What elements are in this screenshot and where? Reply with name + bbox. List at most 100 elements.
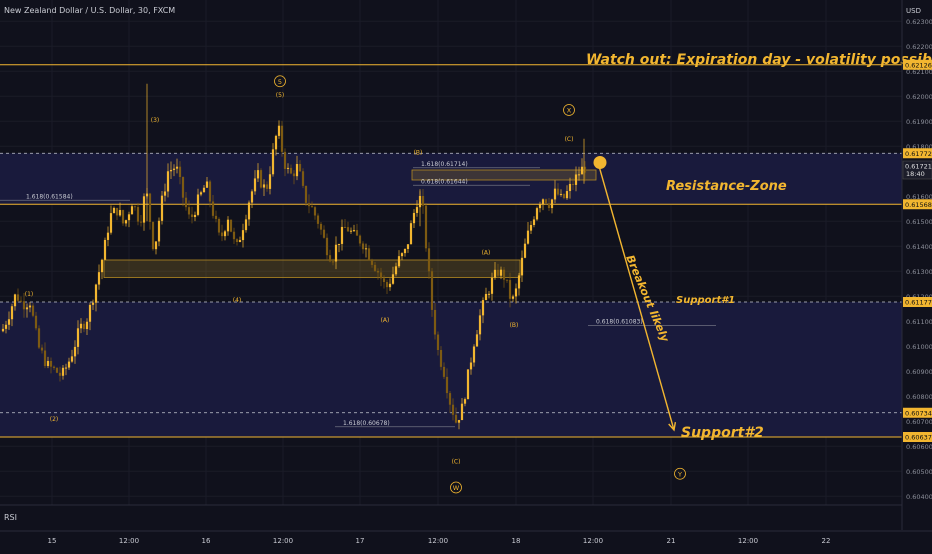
time-tick-label: 12:00 (273, 537, 293, 545)
price-tick-label: 0.61100 (906, 318, 932, 326)
candle-body (196, 194, 200, 215)
candle-body (208, 181, 212, 202)
candle-body (205, 181, 209, 188)
candle-body (229, 219, 233, 232)
price-axis[interactable]: USD (901, 0, 921, 530)
candle-body (310, 206, 314, 208)
projection-dot (593, 156, 607, 169)
candle-body (19, 300, 23, 302)
candle-body (52, 366, 56, 368)
projection (593, 156, 677, 432)
candle-body (436, 334, 440, 351)
wave-label: (B) (414, 150, 423, 157)
candle-body (487, 293, 491, 295)
wave-circle (450, 481, 462, 494)
candle-body (490, 277, 494, 294)
price-tick-label: 0.62200 (906, 43, 932, 51)
level-price-tag (903, 407, 932, 418)
time-tick-label: 21 (667, 537, 676, 545)
range-boxes (103, 169, 597, 278)
candle-body (427, 248, 431, 272)
candle-body (373, 264, 377, 271)
wave-label: (1) (25, 291, 34, 298)
candle-body (478, 315, 482, 335)
time-axis[interactable]: 15 12:00 16 12:00 17 12:00 18 12:00 21 12:00 22 (48, 537, 831, 545)
candle-body (139, 221, 143, 223)
candle-body (175, 166, 179, 169)
candle-body (430, 271, 434, 310)
candles[interactable] (1, 83, 587, 430)
candle-body (91, 302, 95, 305)
candle-body (28, 305, 32, 308)
candle-body (424, 205, 428, 249)
wave-label: 5 (278, 78, 282, 86)
candle-body (223, 231, 227, 237)
candle-body (499, 269, 503, 276)
wave-label: (A) (381, 317, 390, 324)
candle-body (541, 199, 545, 205)
candle-body (118, 210, 122, 216)
price-tick-label: 0.60700 (906, 418, 932, 426)
candle-body (274, 135, 278, 150)
price-tick-label: 0.61000 (906, 343, 932, 351)
candle-body (550, 199, 554, 209)
candle-body (547, 203, 551, 209)
candle-body (559, 193, 563, 195)
candle-body (232, 231, 236, 240)
price-tick-label: 0.62100 (906, 68, 932, 76)
candle-body (325, 237, 329, 256)
currency-label: USD (906, 7, 921, 15)
fib-levels: 1.618(0.61584) 1.618(0.61714) 0.618(0.6164… (0, 161, 716, 428)
time-tick-label: 12:00 (738, 537, 758, 545)
candle-body (316, 215, 320, 224)
candle-body (322, 229, 326, 238)
candle-body (238, 240, 242, 242)
price-tick-label: 0.62300 (906, 18, 932, 26)
candle-body (391, 274, 395, 284)
candle-body (382, 278, 386, 283)
level-price-label: 0.60637 (905, 434, 932, 442)
candle-body (301, 171, 305, 186)
candle-body (502, 269, 506, 280)
price-tick-label: 0.61200 (906, 293, 932, 301)
candle-body (241, 230, 245, 241)
current-price-label: 0.61721 (905, 163, 932, 171)
candle-body (211, 201, 215, 216)
time-tick-label: 17 (356, 537, 365, 545)
candle-body (124, 220, 128, 224)
price-tick-label: 0.60600 (906, 443, 932, 451)
candle-body (544, 199, 548, 204)
candle-body (364, 248, 368, 250)
candle-body (328, 255, 332, 262)
candle-body (388, 283, 392, 288)
candle-body (94, 284, 98, 303)
candle-body (88, 304, 92, 322)
candle-body (46, 360, 50, 367)
candle-body (517, 275, 521, 289)
fib-label: 0.618(0.61644) (421, 178, 468, 185)
candle-body (355, 230, 359, 236)
candle-body (112, 207, 116, 214)
range-box (103, 259, 521, 278)
candle-body (61, 367, 65, 376)
candle-body (193, 214, 197, 218)
price-tick-label: 0.62400 (906, 0, 932, 1)
candle-body (115, 207, 119, 216)
range-box (411, 169, 597, 181)
headline-annotation: Watch out: Expiration day - volatility p… (586, 52, 932, 68)
level-price-label: 0.61772 (905, 150, 932, 158)
candle-body (178, 166, 182, 178)
wave-circle (674, 467, 686, 480)
candle-body (400, 253, 404, 257)
candle-body (16, 294, 20, 301)
symbol-title[interactable]: New Zealand Dollar / U.S. Dollar, 30, FX… (4, 6, 175, 15)
candle-body (529, 225, 533, 231)
projection-arrow (597, 162, 675, 431)
candle-body (43, 350, 47, 367)
candle-body (286, 167, 290, 169)
candle-body (109, 213, 113, 233)
rsi-label[interactable]: RSI (4, 513, 17, 522)
